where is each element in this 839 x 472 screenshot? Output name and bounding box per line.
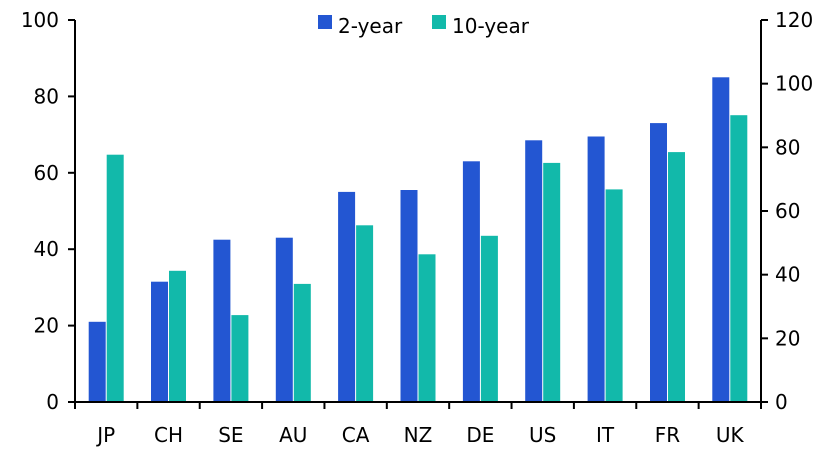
x-tick-label-fr: FR	[655, 423, 681, 447]
bar-10-year-uk	[730, 115, 748, 402]
bar-10-year-ch	[169, 270, 186, 402]
bars-layer	[88, 77, 748, 403]
axes-layer: 0 20 40 60 80 100 0 20 40 60 80 100 120 JP CH SE AU CA NZ D…	[21, 8, 813, 447]
bar-2-year-fr	[650, 123, 667, 402]
bar-2-year-uk	[712, 77, 730, 403]
left-tick-label: 40	[34, 237, 59, 261]
right-tick-label: 40	[775, 263, 800, 287]
right-tick-label: 20	[775, 326, 800, 350]
legend-label-10-year: 10-year	[452, 14, 530, 38]
x-tick-label-ca: CA	[342, 423, 370, 447]
bar-2-year-de	[462, 161, 480, 402]
legend-label-2-year: 2-year	[338, 14, 403, 38]
bar-10-year-us	[543, 162, 561, 402]
x-tick-label-se: SE	[218, 423, 243, 447]
bar-2-year-se	[213, 239, 231, 402]
bar-10-year-de	[480, 235, 498, 402]
bar-10-year-ca	[356, 225, 374, 402]
bar-10-year-au	[293, 283, 311, 402]
left-tick-label: 0	[46, 390, 59, 414]
right-tick-label: 80	[775, 135, 800, 159]
x-tick-label-uk: UK	[716, 423, 745, 447]
bar-10-year-nz	[418, 254, 436, 402]
x-tick-label-au: AU	[279, 423, 307, 447]
right-tick-label: 100	[775, 72, 813, 96]
legend: 2-year 10-year	[318, 14, 530, 38]
legend-swatch-10-year	[432, 15, 446, 29]
bar-2-year-nz	[400, 190, 418, 402]
bar-2-year-us	[525, 140, 543, 403]
bar-10-year-it	[605, 189, 623, 402]
bar-2-year-ch	[151, 281, 168, 402]
left-tick-label: 20	[34, 314, 59, 338]
left-tick-label: 80	[34, 84, 59, 108]
bar-10-year-jp	[106, 154, 124, 402]
x-tick-label-it: IT	[596, 423, 615, 447]
right-tick-label: 0	[775, 390, 788, 414]
bar-10-year-fr	[668, 152, 685, 402]
bar-10-year-se	[231, 315, 249, 402]
bar-2-year-ca	[338, 191, 356, 402]
x-tick-label-us: US	[529, 423, 556, 447]
x-tick-label-ch: CH	[154, 423, 183, 447]
left-tick-label: 100	[21, 8, 59, 32]
bar-2-year-jp	[88, 321, 106, 402]
bar-2-year-it	[587, 136, 605, 402]
bar-2-year-au	[275, 237, 293, 402]
legend-swatch-2-year	[318, 15, 332, 29]
x-tick-label-nz: NZ	[404, 423, 433, 447]
left-tick-label: 60	[34, 161, 59, 185]
x-tick-label-de: DE	[466, 423, 494, 447]
right-tick-label: 60	[775, 199, 800, 223]
x-tick-label-jp: JP	[95, 423, 115, 447]
right-tick-label: 120	[775, 8, 813, 32]
